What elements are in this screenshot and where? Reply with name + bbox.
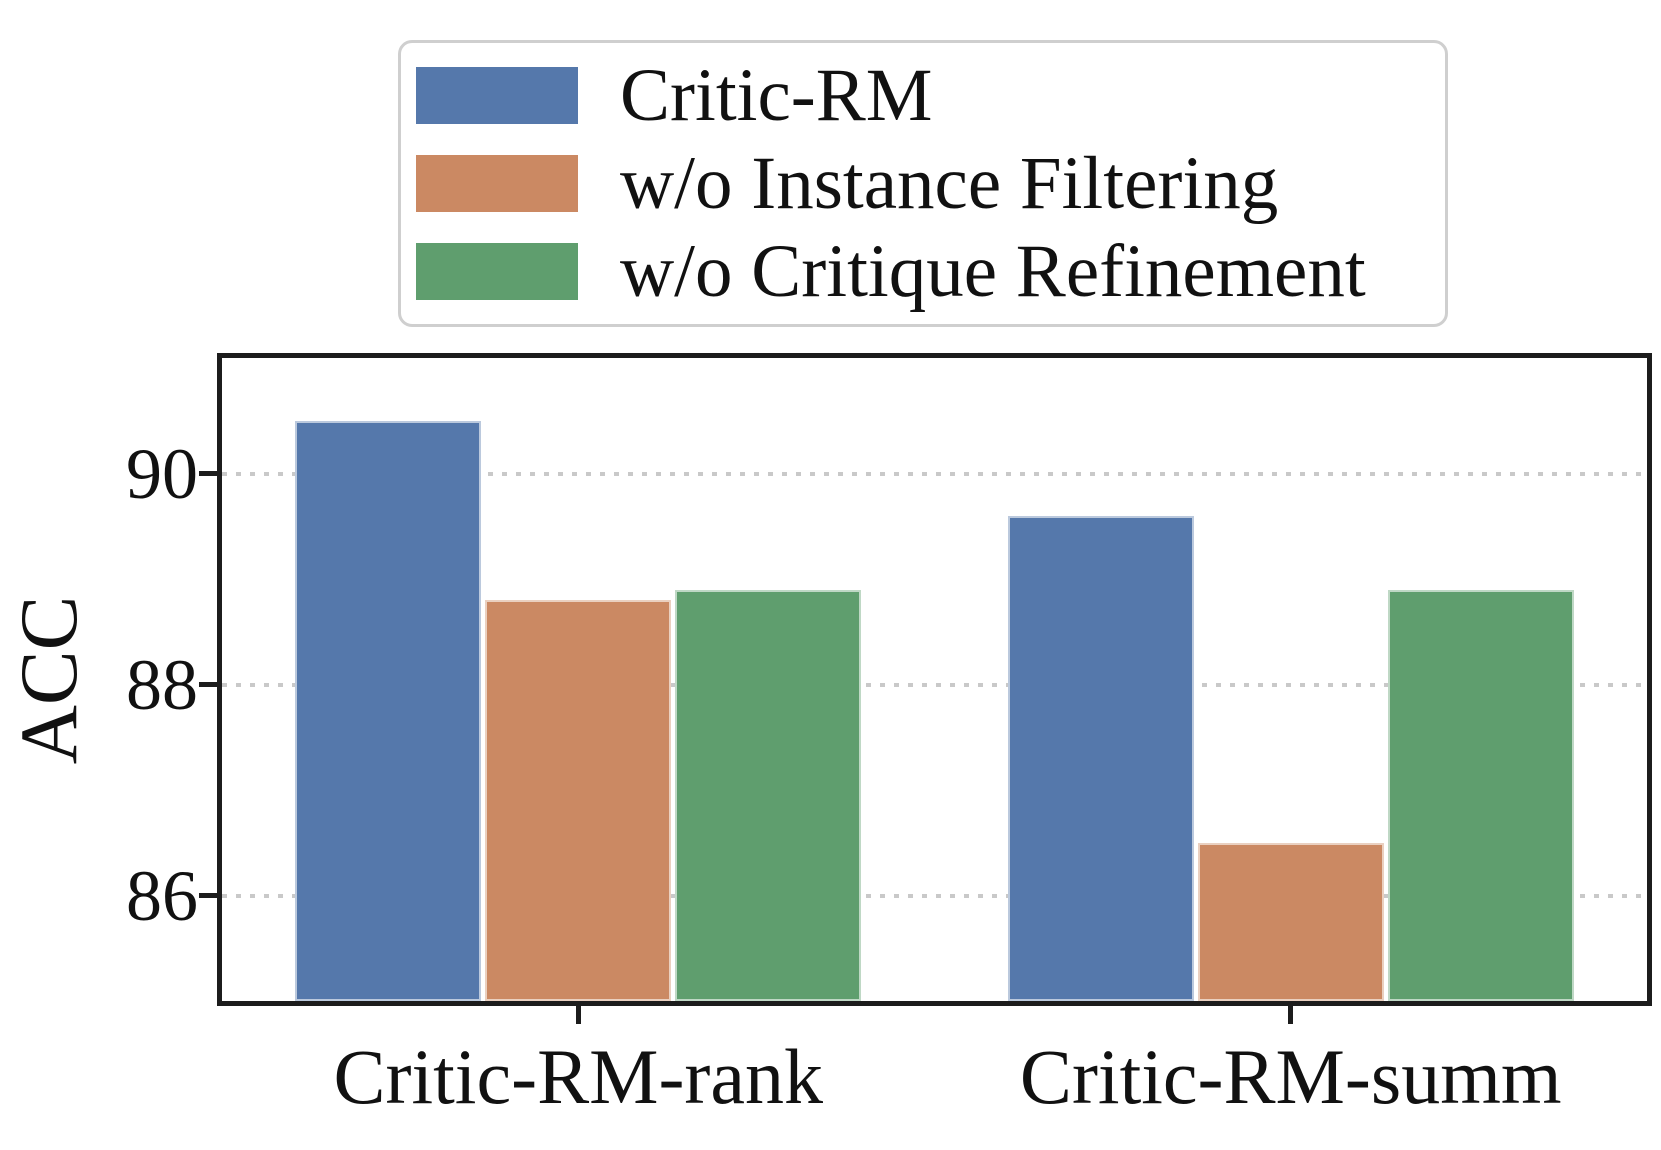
legend-swatch-icon	[416, 66, 578, 124]
x-tick-label-2: Critic-RM-summ	[1019, 1033, 1562, 1120]
legend-row-3: w/o Critique Refinement	[416, 234, 1445, 309]
x-tick-mark-2	[1288, 1006, 1294, 1024]
bar-critic-rm-critic-rm-rank	[295, 421, 482, 1001]
bar-w-o-critique-refinement-critic-rm-summ	[1387, 589, 1574, 1001]
bar-w-o-critique-refinement-critic-rm-rank	[675, 589, 862, 1001]
legend-swatch-icon	[416, 154, 578, 212]
legend: Critic-RM w/o Instance Filtering w/o Criti…	[398, 40, 1448, 327]
bar-w-o-instance-filtering-critic-rm-summ	[1197, 842, 1384, 1001]
legend-row-1: Critic-RM	[416, 58, 1445, 133]
legend-label: w/o Critique Refinement	[620, 230, 1366, 314]
gridline-y90	[222, 471, 1647, 476]
y-tick-label-86: 86	[126, 855, 198, 936]
y-tick-mark-88	[199, 682, 217, 688]
y-tick-label-88: 88	[126, 644, 198, 725]
gridline-y88	[222, 682, 1647, 687]
legend-row-2: w/o Instance Filtering	[416, 146, 1445, 221]
gridline-y86	[222, 893, 1647, 898]
y-tick-mark-86	[199, 893, 217, 899]
x-tick-label-1: Critic-RM-rank	[333, 1033, 824, 1120]
legend-label: w/o Instance Filtering	[620, 141, 1279, 225]
legend-swatch-icon	[416, 243, 578, 301]
x-tick-mark-1	[575, 1006, 581, 1024]
y-tick-mark-90	[199, 471, 217, 477]
bar-critic-rm-critic-rm-summ	[1007, 516, 1194, 1001]
legend-label: Critic-RM	[620, 53, 933, 137]
bar-w-o-instance-filtering-critic-rm-rank	[485, 600, 672, 1001]
y-tick-label-90: 90	[126, 433, 198, 514]
